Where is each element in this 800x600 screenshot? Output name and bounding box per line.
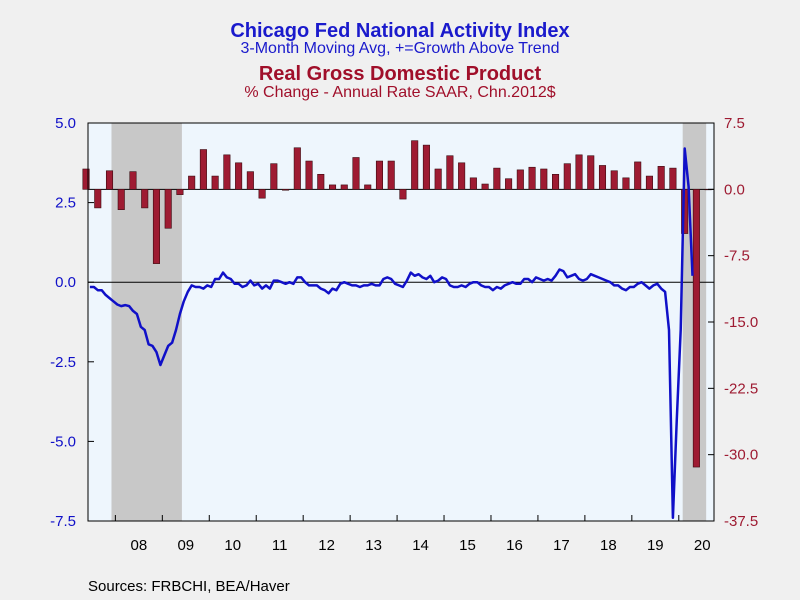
left-tick-label: 2.5 bbox=[55, 195, 76, 212]
gdp-bar bbox=[117, 189, 125, 210]
right-tick-label: -37.5 bbox=[724, 513, 758, 530]
gdp-bar bbox=[552, 173, 560, 190]
x-tick-label: 13 bbox=[365, 537, 382, 554]
x-tick-label: 12 bbox=[318, 537, 335, 554]
gdp-bar bbox=[446, 155, 454, 190]
gdp-bar bbox=[540, 168, 548, 190]
gdp-bar bbox=[317, 173, 325, 190]
gdp-bar bbox=[188, 175, 196, 190]
gdp-bar bbox=[692, 189, 700, 468]
right-tick-label: -7.5 bbox=[724, 248, 750, 265]
gdp-bar bbox=[305, 160, 313, 190]
left-tick-label: -2.5 bbox=[50, 354, 76, 371]
gdp-bar bbox=[469, 177, 477, 190]
gdp-bar bbox=[211, 175, 219, 190]
gdp-bar bbox=[516, 169, 524, 190]
x-tick-label: 15 bbox=[459, 537, 476, 554]
gdp-bar bbox=[587, 155, 595, 190]
chart-subtitle: 3-Month Moving Avg, +=Growth Above Trend bbox=[240, 40, 560, 57]
gdp-bar bbox=[645, 175, 653, 190]
chart-subtitle-2: % Change - Annual Rate SAAR, Chn.2012$ bbox=[244, 84, 556, 101]
gdp-bar bbox=[598, 165, 607, 190]
gdp-bar bbox=[164, 189, 172, 229]
x-tick-label: 19 bbox=[647, 537, 664, 554]
gdp-bar bbox=[94, 189, 102, 209]
gdp-bar bbox=[352, 157, 360, 190]
x-tick-label: 17 bbox=[553, 537, 570, 554]
gdp-bar bbox=[634, 161, 642, 190]
gdp-bar bbox=[82, 168, 90, 190]
gdp-bar bbox=[622, 177, 630, 190]
source-note: Sources: FRBCHI, BEA/Haver bbox=[88, 578, 290, 595]
gdp-bar bbox=[293, 147, 301, 190]
gdp-bar bbox=[493, 167, 501, 190]
x-tick-label: 14 bbox=[412, 537, 429, 554]
gdp-bar bbox=[235, 162, 243, 190]
x-tick-label: 20 bbox=[694, 537, 711, 554]
x-tick-label: 18 bbox=[600, 537, 617, 554]
x-tick-label: 11 bbox=[272, 537, 288, 554]
chart-title-2: Real Gross Domestic Product bbox=[258, 63, 542, 85]
gdp-bar bbox=[258, 189, 266, 199]
right-tick-label: -15.0 bbox=[724, 314, 758, 331]
x-tick-label: 09 bbox=[177, 537, 194, 554]
gdp-bar bbox=[505, 178, 513, 190]
gdp-bar bbox=[563, 163, 571, 190]
gdp-bar bbox=[328, 184, 337, 190]
gdp-bar bbox=[669, 167, 677, 190]
right-tick-label: 7.5 bbox=[724, 115, 745, 132]
gdp-bar bbox=[152, 189, 160, 264]
left-tick-label: 5.0 bbox=[55, 115, 76, 132]
gdp-bar bbox=[282, 189, 290, 191]
gdp-bar bbox=[528, 166, 536, 190]
gdp-bar bbox=[223, 154, 231, 190]
gdp-bar bbox=[481, 183, 489, 190]
right-tick-label: -30.0 bbox=[724, 447, 758, 464]
gdp-bar bbox=[340, 184, 348, 190]
gdp-bar bbox=[364, 184, 372, 190]
x-tick-label: 10 bbox=[224, 537, 241, 554]
gdp-bar bbox=[411, 140, 419, 190]
gdp-bar bbox=[422, 144, 430, 190]
chart-title: Chicago Fed National Activity Index bbox=[230, 20, 570, 42]
right-tick-label: 0.0 bbox=[724, 181, 745, 198]
gdp-bar bbox=[399, 189, 407, 200]
gdp-bar bbox=[387, 160, 395, 190]
gdp-bar bbox=[141, 189, 149, 209]
gdp-bar bbox=[575, 154, 583, 190]
gdp-bar bbox=[176, 189, 184, 195]
gdp-bar bbox=[246, 171, 254, 190]
x-tick-label: 08 bbox=[131, 537, 148, 554]
gdp-bar bbox=[199, 149, 207, 190]
left-tick-label: -5.0 bbox=[50, 433, 76, 450]
gdp-bar bbox=[270, 163, 278, 190]
gdp-bar bbox=[434, 168, 442, 190]
recession-shade bbox=[111, 123, 182, 521]
gdp-bar bbox=[657, 166, 665, 190]
gdp-bar bbox=[458, 162, 466, 190]
right-tick-label: -22.5 bbox=[724, 380, 758, 397]
gdp-bar bbox=[610, 170, 618, 190]
cfnai-line bbox=[89, 147, 694, 520]
gdp-bar bbox=[129, 171, 137, 190]
gdp-bar bbox=[375, 160, 384, 190]
x-tick-label: 16 bbox=[506, 537, 523, 554]
gdp-bar bbox=[105, 170, 114, 190]
left-tick-label: 0.0 bbox=[55, 274, 76, 291]
left-tick-label: -7.5 bbox=[50, 513, 76, 530]
